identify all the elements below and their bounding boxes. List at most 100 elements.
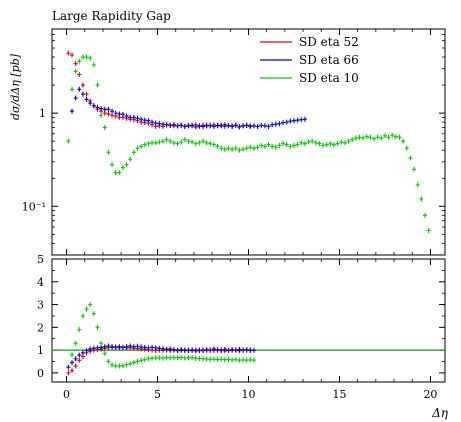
ratio-point-series-2 — [106, 359, 111, 364]
main-point-series-1 — [77, 86, 82, 92]
main-point-series-1 — [120, 111, 125, 117]
main-point-series-1 — [219, 123, 224, 129]
main-point-series-2 — [168, 138, 173, 144]
main-point-series-1 — [106, 106, 111, 112]
main-point-series-2 — [317, 141, 322, 147]
main-point-series-2 — [95, 82, 100, 88]
main-point-series-1 — [291, 118, 296, 124]
main-point-series-2 — [415, 182, 420, 188]
ratio-point-series-2 — [135, 359, 140, 364]
x-tick-label: 10 — [242, 388, 256, 401]
ratio-point-series-1 — [106, 343, 111, 349]
main-point-series-2 — [233, 145, 238, 151]
main-point-series-1 — [160, 121, 165, 127]
main-point-series-1 — [91, 103, 96, 109]
legend-label-sd-eta-52: SD eta 52 — [299, 35, 359, 49]
main-point-series-2 — [237, 147, 242, 153]
main-point-series-2 — [328, 141, 333, 147]
main-point-series-0 — [80, 82, 85, 88]
ratio-point-series-1 — [150, 344, 155, 350]
main-point-series-2 — [124, 162, 129, 168]
ratio-point-series-2 — [215, 356, 220, 362]
main-point-series-2 — [397, 134, 402, 140]
ratio-point-series-2 — [193, 355, 198, 361]
ratio-point-series-0 — [66, 370, 71, 376]
ratio-point-series-1 — [157, 345, 162, 351]
main-point-series-1 — [262, 123, 267, 129]
y-axis-label: dσ/dΔη [pb] — [9, 53, 22, 120]
main-point-series-2 — [160, 138, 165, 144]
ratio-point-series-1 — [102, 344, 107, 350]
ratio-point-series-0 — [77, 357, 82, 363]
main-point-series-2 — [157, 139, 162, 145]
ratio-point-series-2 — [139, 357, 144, 363]
ratio-point-series-1 — [164, 346, 169, 352]
main-point-series-1 — [255, 123, 260, 129]
main-point-series-1 — [70, 108, 75, 114]
main-plot-frame — [51, 28, 446, 256]
main-point-series-2 — [284, 142, 289, 148]
main-point-series-1 — [190, 122, 195, 128]
main-point-series-2 — [346, 138, 351, 144]
main-point-series-2 — [401, 138, 406, 144]
main-point-series-2 — [266, 142, 271, 148]
main-point-series-2 — [193, 141, 198, 147]
ratio-point-series-2 — [110, 362, 115, 368]
ratio-y-tick-label: 2 — [37, 321, 44, 334]
main-point-series-2 — [182, 137, 187, 143]
main-point-series-2 — [259, 142, 264, 148]
ratio-point-series-2 — [171, 355, 176, 361]
ratio-point-series-1 — [80, 350, 85, 356]
main-point-series-1 — [208, 123, 213, 129]
ratio-point-series-2 — [117, 363, 122, 369]
main-point-series-2 — [364, 134, 369, 140]
main-point-series-2 — [120, 165, 125, 171]
main-point-series-2 — [230, 146, 235, 152]
main-point-series-2 — [426, 227, 431, 233]
main-point-series-2 — [339, 139, 344, 145]
ratio-point-series-1 — [110, 344, 115, 350]
ratio-point-series-1 — [84, 348, 89, 354]
main-point-series-1 — [241, 123, 246, 129]
main-point-series-2 — [382, 133, 387, 139]
main-point-series-1 — [102, 106, 107, 112]
ratio-point-series-1 — [139, 344, 144, 350]
ratio-axis-ticks: 0 5 10 15 20 0 1 2 3 4 5 — [37, 253, 445, 401]
main-point-series-1 — [259, 122, 264, 128]
main-point-series-1 — [164, 122, 169, 128]
main-point-series-2 — [281, 141, 286, 147]
ratio-point-series-1 — [153, 345, 158, 351]
ratio-point-series-1 — [175, 347, 180, 353]
main-point-series-2 — [342, 140, 347, 146]
main-point-series-1 — [251, 123, 256, 129]
ratio-point-series-1 — [230, 347, 235, 353]
ratio-point-series-1 — [186, 348, 191, 354]
ratio-point-series-1 — [179, 347, 184, 353]
ratio-point-series-2 — [201, 356, 206, 362]
main-point-series-0 — [77, 71, 82, 77]
main-point-series-2 — [226, 145, 231, 151]
ratio-point-series-1 — [211, 346, 216, 352]
main-point-series-2 — [321, 142, 326, 148]
main-point-series-2 — [288, 143, 293, 149]
main-point-series-2 — [146, 141, 151, 147]
main-point-series-2 — [215, 143, 220, 149]
main-point-series-1 — [99, 106, 104, 112]
ratio-point-series-2 — [211, 356, 216, 362]
ratio-point-series-1 — [146, 345, 151, 351]
main-point-series-1 — [277, 121, 282, 127]
ratio-point-series-1 — [215, 347, 220, 353]
main-point-series-1 — [266, 123, 271, 129]
main-point-series-1 — [131, 114, 136, 120]
main-point-series-2 — [262, 143, 267, 149]
ratio-point-series-2 — [131, 360, 136, 366]
ratio-point-series-1 — [208, 347, 213, 353]
main-point-series-1 — [186, 123, 191, 129]
main-point-series-1 — [299, 117, 304, 123]
main-point-series-2 — [110, 162, 115, 168]
y-tick-label: 1 — [39, 107, 46, 120]
main-point-series-2 — [113, 170, 118, 176]
main-point-series-1 — [88, 100, 93, 106]
main-point-series-2 — [244, 145, 249, 151]
main-axis-ticks: 1 10⁻¹ — [22, 28, 445, 256]
